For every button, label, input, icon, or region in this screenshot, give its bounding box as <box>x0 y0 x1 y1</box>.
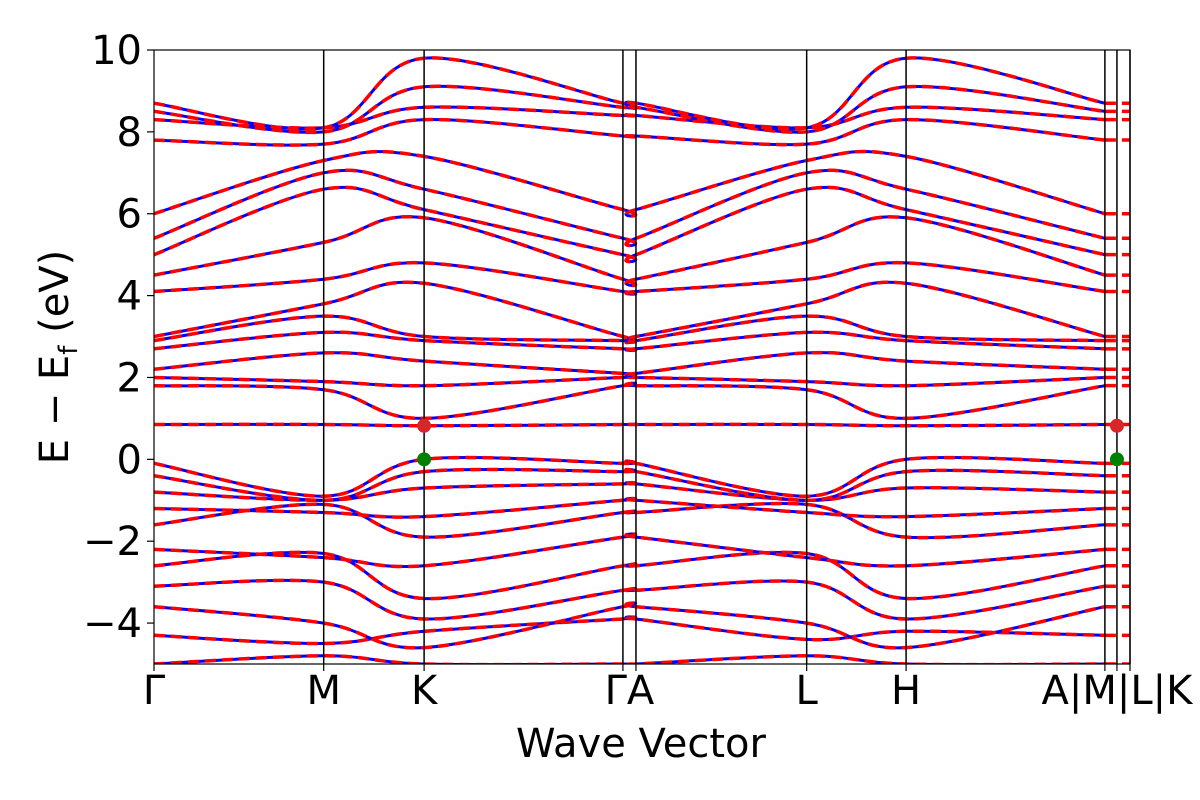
band-7-dashed <box>154 501 1106 540</box>
x-tick-label-6: H <box>891 668 921 714</box>
band-3-dashed <box>154 601 1106 650</box>
band-21-dashed <box>154 185 1106 264</box>
x-tick-label-1: Γ <box>143 668 166 714</box>
vbm-marker-3 <box>1109 452 1124 467</box>
band-25-dashed <box>154 105 1106 130</box>
band-3-solid <box>154 601 1106 650</box>
x-axis-ticks: Γ M K ΓA L H A|M|L|K <box>143 664 1194 714</box>
band-23-dashed <box>154 149 1106 218</box>
vbm-marker-1 <box>417 452 432 467</box>
band-24-dashed <box>154 117 1106 147</box>
band-23-solid <box>154 150 1106 218</box>
cbm-marker-2 <box>417 418 432 433</box>
band-21-solid <box>154 185 1106 264</box>
y-tick-label-7: 8 <box>117 110 142 156</box>
band-27-dashed <box>154 56 1106 131</box>
x-axis-label: Wave Vector <box>516 721 767 767</box>
band-4-solid <box>154 578 1106 621</box>
x-tick-label-5: L <box>796 668 819 714</box>
x-tick-label-4: ΓA <box>605 668 655 714</box>
x-tick-label-2: M <box>306 668 341 714</box>
y-axis-ticks: −4 −2 0 2 4 6 8 10 <box>83 28 154 647</box>
y-axis-label: E − Ef (eV) <box>32 250 84 465</box>
bands-layer <box>154 56 1130 664</box>
y-axis-label-subscript: f <box>54 345 84 355</box>
band-11-dashed <box>154 455 1105 498</box>
y-tick-label-5: 4 <box>117 274 142 320</box>
y-tick-label-6: 6 <box>117 192 142 238</box>
band-6-dashed <box>154 532 1106 569</box>
y-tick-label-4: 2 <box>117 355 142 401</box>
y-tick-label-3: 0 <box>117 437 142 483</box>
y-tick-label-1: −4 <box>83 601 142 647</box>
x-tick-label-3: K <box>411 668 439 714</box>
plot-frame <box>153 49 1131 665</box>
y-tick-label-2: −2 <box>83 519 142 565</box>
band-18-dashed <box>154 280 1106 344</box>
x-tick-label-7: A|M|L|K <box>1042 668 1195 714</box>
y-tick-label-8: 10 <box>91 28 142 74</box>
band-27-solid <box>154 56 1106 131</box>
band-20-solid <box>154 215 1106 287</box>
cbm-marker-4 <box>1109 418 1124 433</box>
band-22-dashed <box>154 168 1106 248</box>
band-20-dashed <box>154 215 1106 288</box>
band-19-dashed <box>154 260 1106 296</box>
band-13-dashed <box>154 381 1106 421</box>
band-7-solid <box>154 501 1105 540</box>
y-axis-label-unit: (eV) <box>32 250 78 346</box>
y-axis-label-main: E − E <box>32 355 78 465</box>
band-edge-markers <box>417 418 1124 467</box>
